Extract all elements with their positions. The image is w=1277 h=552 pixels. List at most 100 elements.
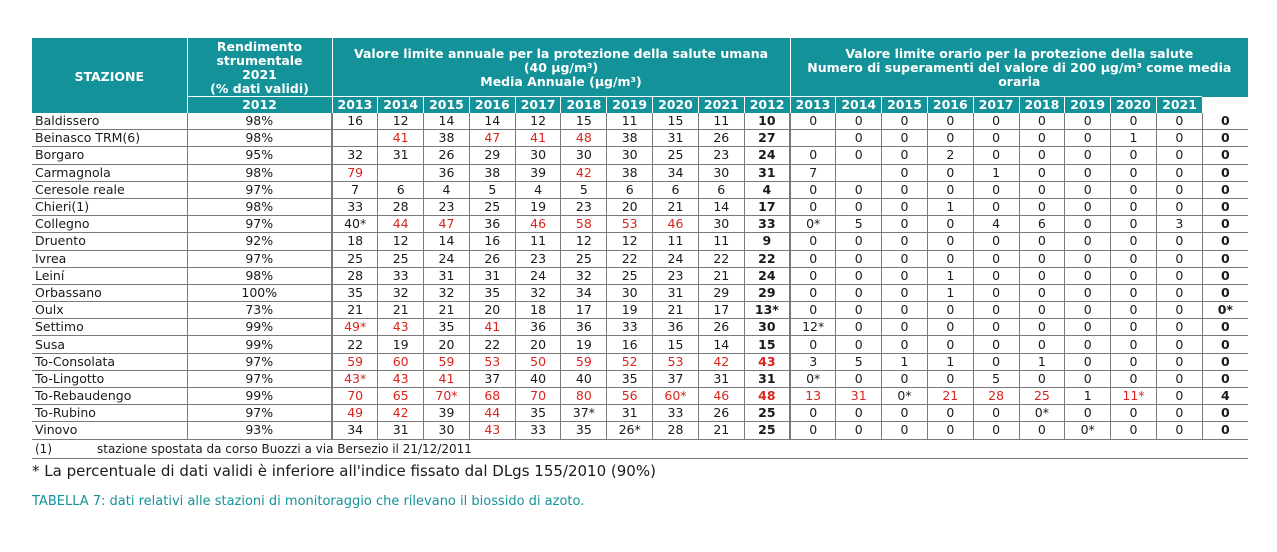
annual-mean-cell: 6 bbox=[698, 181, 745, 199]
annual-mean-cell: 46 bbox=[515, 215, 562, 234]
annual-mean-cell: 33 bbox=[606, 318, 654, 337]
hourly-exceedance-cell: 0 bbox=[927, 301, 974, 320]
annual-mean-cell: 36 bbox=[560, 318, 608, 337]
table-row: Druento 92% 18 12 14 16 11 12 12 11 11 9 0 0 0 0 0 0 0 0 0 0 bbox=[32, 232, 1249, 251]
header-station: STAZIONE bbox=[32, 38, 188, 113]
annual-mean-cell: 23 bbox=[423, 198, 470, 217]
hourly-exceedance-cell: 0 bbox=[881, 164, 928, 182]
annual-mean-cell: 25 bbox=[744, 421, 792, 440]
hourly-exceedance-cell: 0 bbox=[835, 267, 883, 285]
no2-data-table: STAZIONE Rendimento strumentale 2021 (% … bbox=[32, 38, 1249, 440]
hourly-exceedance-cell: 0 bbox=[927, 318, 974, 337]
annual-mean-cell: 12 bbox=[377, 232, 425, 251]
station-name: Orbassano bbox=[32, 284, 188, 303]
station-name: Vinovo bbox=[32, 421, 188, 440]
rendimento-value: 97% bbox=[187, 370, 333, 389]
rendimento-value: 97% bbox=[187, 404, 333, 423]
annual-mean-cell: 12 bbox=[377, 113, 425, 131]
annual-mean-cell: 33 bbox=[377, 267, 425, 285]
station-name: Druento bbox=[32, 232, 188, 251]
annual-mean-cell: 28 bbox=[332, 267, 379, 285]
annual-mean-cell bbox=[377, 164, 425, 182]
hourly-exceedance-cell: 0 bbox=[1019, 301, 1066, 320]
hourly-exceedance-cell: 0 bbox=[1202, 181, 1249, 199]
hourly-exceedance-cell: 0 bbox=[1156, 387, 1203, 406]
hourly-exceedance-cell: 0 bbox=[835, 370, 883, 389]
annual-mean-cell: 7 bbox=[332, 181, 379, 199]
hourly-exceedance-cell: 0 bbox=[1064, 113, 1112, 131]
annual-mean-cell: 11 bbox=[698, 113, 745, 131]
annual-mean-cell: 30 bbox=[606, 284, 654, 303]
rendimento-value: 98% bbox=[187, 113, 333, 131]
hourly-exceedance-cell: 0 bbox=[1202, 421, 1249, 440]
annual-mean-cell: 80 bbox=[560, 387, 608, 406]
annual-mean-cell: 38 bbox=[469, 164, 516, 182]
annual-mean-cell: 19 bbox=[515, 198, 562, 217]
hourly-exceedance-cell: 0 bbox=[790, 284, 837, 303]
annual-mean-cell: 37* bbox=[560, 404, 608, 423]
annual-mean-cell: 30 bbox=[698, 164, 745, 182]
hourly-exceedance-cell: 31 bbox=[835, 387, 883, 406]
annual-mean-cell bbox=[332, 129, 379, 148]
annual-mean-cell: 35 bbox=[515, 404, 562, 423]
hourly-exceedance-cell: 0* bbox=[881, 387, 928, 406]
station-name: To-Consolata bbox=[32, 353, 188, 371]
annual-mean-cell: 33 bbox=[515, 421, 562, 440]
hourly-exceedance-cell: 0 bbox=[881, 284, 928, 303]
hourly-exceedance-cell: 0 bbox=[1202, 353, 1249, 371]
hourly-exceedance-cell: 1 bbox=[1019, 353, 1066, 371]
table-row: Settimo 99% 49* 43 35 41 36 36 33 36 26 30 12* 0 0 0 0 0 0… bbox=[32, 318, 1249, 337]
annual-mean-cell: 32 bbox=[423, 284, 470, 303]
hourly-exceedance-cell: 0 bbox=[881, 198, 928, 217]
hourly-exceedance-cell: 0 bbox=[835, 335, 883, 354]
hourly-exceedance-cell: 0 bbox=[881, 181, 928, 199]
annual-mean-cell: 42 bbox=[560, 164, 608, 182]
station-name: Ivrea bbox=[32, 250, 188, 268]
table-row: Carmagnola 98% 79 36 38 39 42 38 34 30 31 7 0 0 1 0 0 0 0 0 bbox=[32, 164, 1249, 182]
annual-mean-cell: 16 bbox=[469, 232, 516, 251]
hourly-exceedance-cell: 0 bbox=[1156, 129, 1203, 148]
hourly-exceedance-cell: 12* bbox=[790, 318, 837, 337]
hourly-exceedance-cell: 11* bbox=[1110, 387, 1157, 406]
station-name: Baldissero bbox=[32, 113, 188, 131]
annual-mean-cell: 31 bbox=[377, 146, 425, 165]
hourly-exceedance-cell: 0 bbox=[835, 181, 883, 199]
hourly-exceedance-cell: 5 bbox=[835, 353, 883, 371]
hourly-exceedance-cell: 13 bbox=[790, 387, 837, 406]
annual-mean-cell: 68 bbox=[469, 387, 516, 406]
hourly-exceedance-cell: 0 bbox=[927, 215, 974, 234]
hourly-exceedance-cell: 0 bbox=[1202, 129, 1249, 148]
annual-mean-cell: 31 bbox=[423, 267, 470, 285]
hourly-exceedance-cell: 0 bbox=[1202, 198, 1249, 217]
rendimento-value: 99% bbox=[187, 335, 333, 354]
annual-mean-cell: 47 bbox=[469, 129, 516, 148]
hourly-exceedance-cell bbox=[835, 164, 883, 182]
hourly-year-2017: 2017 bbox=[973, 96, 1020, 113]
annual-mean-cell: 24 bbox=[515, 267, 562, 285]
hourly-exceedance-cell: 0 bbox=[1019, 370, 1066, 389]
annual-mean-cell: 15 bbox=[652, 335, 699, 354]
annual-mean-cell: 59 bbox=[560, 353, 608, 371]
annual-mean-cell: 15 bbox=[560, 113, 608, 131]
hourly-exceedance-cell: 0 bbox=[927, 181, 974, 199]
table-wrapper: STAZIONE Rendimento strumentale 2021 (% … bbox=[32, 38, 1249, 459]
annual-mean-cell: 4 bbox=[515, 181, 562, 199]
hourly-exceedance-cell: 0 bbox=[927, 113, 974, 131]
annual-mean-cell: 35 bbox=[469, 284, 516, 303]
hourly-exceedance-cell: 0 bbox=[927, 164, 974, 182]
annual-mean-cell: 50 bbox=[515, 353, 562, 371]
hourly-exceedance-cell: 0 bbox=[1110, 335, 1157, 354]
annual-mean-cell: 14 bbox=[423, 113, 470, 131]
annual-mean-cell: 48 bbox=[560, 129, 608, 148]
hourly-exceedance-cell: 0 bbox=[1156, 232, 1203, 251]
hourly-exceedance-cell: 0 bbox=[927, 421, 974, 440]
hourly-exceedance-cell: 0 bbox=[790, 301, 837, 320]
hourly-exceedance-cell: 0 bbox=[1156, 198, 1203, 217]
hourly-exceedance-cell: 0 bbox=[1019, 146, 1066, 165]
hourly-exceedance-cell: 3 bbox=[1156, 215, 1203, 234]
station-name: Beinasco TRM(6) bbox=[32, 129, 188, 148]
hourly-year-2015: 2015 bbox=[881, 96, 928, 113]
hourly-exceedance-cell: 0 bbox=[790, 421, 837, 440]
hourly-exceedance-cell: 0 bbox=[1110, 164, 1157, 182]
hourly-exceedance-cell: 0 bbox=[881, 301, 928, 320]
